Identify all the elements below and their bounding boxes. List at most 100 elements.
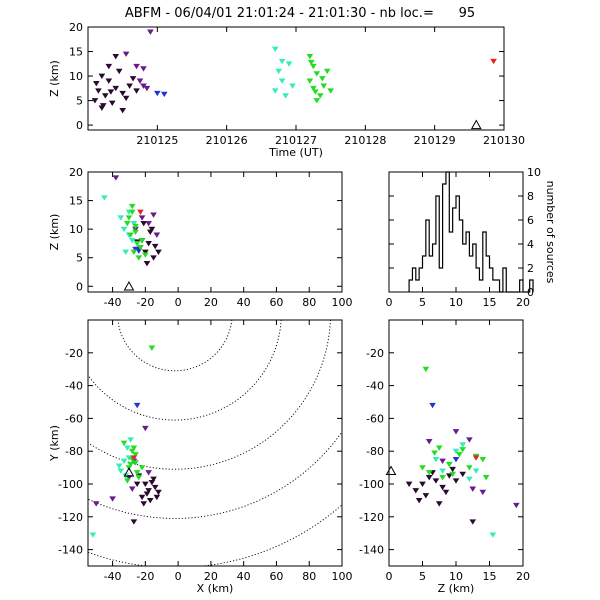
- x-tick-label: 15: [483, 296, 497, 309]
- source-point: [479, 489, 487, 496]
- x-axis-title: X (km): [197, 582, 234, 595]
- x-tick-label: -20: [136, 570, 154, 583]
- x-tick-label: -20: [136, 296, 154, 309]
- source-point: [130, 221, 138, 227]
- histogram-bar: [429, 256, 432, 292]
- source-point: [122, 95, 130, 102]
- y-axis-title: Z (km): [48, 60, 61, 97]
- source-point: [316, 93, 324, 99]
- source-point: [137, 245, 144, 251]
- source-point: [313, 98, 321, 104]
- source-point: [435, 501, 443, 507]
- y-axis-title: number of sources: [544, 181, 557, 284]
- y-tick-label: 0: [76, 280, 83, 293]
- source-point: [105, 63, 113, 70]
- source-point: [422, 493, 430, 499]
- figure-title: ABFM - 06/04/01 21:01:24 - 21:01:30 - nb…: [125, 6, 475, 21]
- source-point: [148, 479, 156, 486]
- source-point: [306, 78, 314, 84]
- y-tick-label: 5: [76, 252, 83, 265]
- source-point: [117, 468, 125, 474]
- plot-frame: [87, 171, 343, 293]
- source-point: [289, 83, 296, 89]
- source-point: [439, 468, 446, 474]
- x-tick-label: 80: [302, 296, 316, 309]
- source-point: [140, 221, 148, 227]
- source-point: [142, 252, 149, 258]
- source-point: [128, 486, 136, 492]
- y-axis-title: Y (km): [48, 425, 61, 462]
- source-point: [93, 81, 100, 87]
- source-point: [132, 229, 139, 235]
- source-point: [432, 457, 440, 463]
- source-point: [306, 54, 314, 60]
- source-point: [313, 71, 321, 77]
- source-point: [124, 445, 131, 451]
- source-point: [133, 402, 141, 409]
- source-point: [439, 458, 446, 464]
- source-point: [130, 455, 138, 461]
- source-point: [419, 481, 426, 487]
- source-point: [142, 481, 149, 487]
- source-point: [271, 88, 279, 94]
- source-point: [117, 215, 125, 221]
- source-point: [412, 488, 420, 494]
- y-tick-label: 6: [527, 214, 534, 227]
- y-tick-label: -140: [58, 544, 83, 557]
- source-point: [151, 484, 159, 491]
- source-point: [439, 484, 446, 491]
- y-tick-label: -20: [366, 347, 384, 360]
- y-tick-label: -60: [366, 412, 384, 425]
- source-point: [89, 532, 97, 538]
- x-tick-label: 10: [449, 296, 463, 309]
- source-point: [112, 85, 120, 92]
- y-tick-label: 20: [69, 166, 83, 179]
- panel-x_height: -40 -20 0 20 40 60 80 100 0 5 10 15 20 Z (km): [48, 166, 353, 309]
- source-point: [466, 476, 473, 483]
- source-point: [310, 63, 317, 70]
- source-point: [128, 203, 136, 210]
- source-point: [155, 249, 162, 255]
- x-tick-label: 210127: [275, 134, 317, 147]
- source-point: [125, 215, 133, 221]
- y-tick-label: 8: [527, 190, 534, 203]
- source-point: [130, 519, 138, 525]
- source-point: [130, 249, 138, 255]
- source-point: [432, 478, 440, 484]
- source-point: [143, 85, 151, 92]
- source-point: [482, 475, 490, 481]
- source-point: [154, 90, 161, 97]
- y-tick-label: -80: [65, 445, 83, 458]
- source-point: [431, 450, 438, 456]
- source-point: [459, 471, 467, 478]
- source-point: [132, 223, 139, 230]
- source-point: [512, 502, 520, 509]
- source-point: [115, 68, 123, 75]
- source-point: [133, 63, 140, 70]
- source-point: [479, 457, 487, 463]
- source-point: [445, 461, 453, 468]
- x-tick-label: 10: [449, 570, 463, 583]
- source-point: [95, 88, 102, 94]
- source-point: [115, 463, 123, 469]
- source-point: [112, 175, 120, 181]
- source-point: [138, 465, 146, 471]
- source-point: [135, 255, 143, 261]
- source-point: [449, 471, 456, 478]
- source-point: [425, 475, 433, 481]
- source-point: [151, 243, 159, 250]
- source-point: [135, 248, 143, 254]
- source-point: [128, 238, 136, 244]
- source-point: [153, 232, 161, 238]
- source-point: [415, 498, 423, 504]
- source-point: [133, 470, 141, 476]
- y-tick-label: -40: [366, 380, 384, 393]
- source-point: [142, 249, 149, 255]
- source-point: [108, 100, 116, 106]
- source-point: [466, 437, 473, 443]
- source-point: [109, 496, 116, 502]
- x-tick-label: -40: [104, 296, 122, 309]
- source-point: [312, 89, 319, 95]
